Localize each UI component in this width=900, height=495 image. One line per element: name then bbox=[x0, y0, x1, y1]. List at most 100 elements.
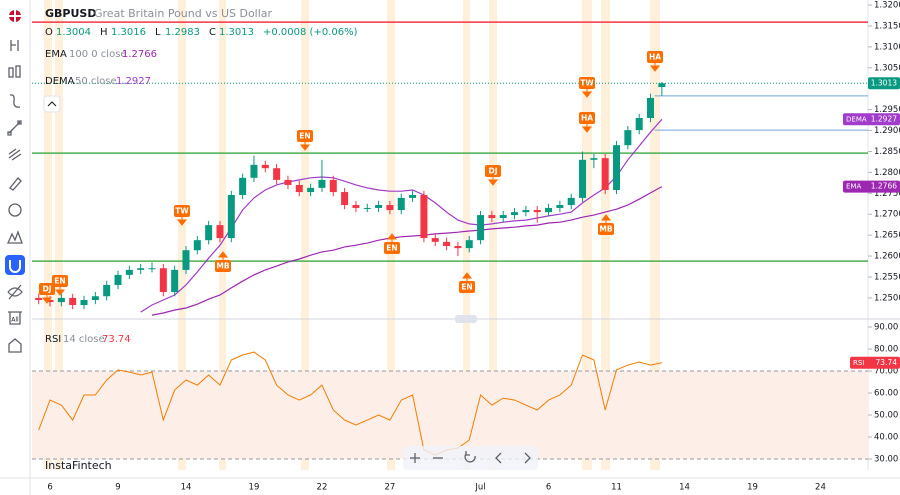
event-label: MB bbox=[216, 262, 229, 271]
tool-fib[interactable] bbox=[8, 148, 22, 161]
indicator-value: 73.74 bbox=[102, 334, 131, 345]
nav-bar bbox=[403, 446, 538, 470]
event-marker bbox=[384, 242, 400, 254]
candle-body bbox=[601, 158, 609, 190]
y-tick-label: 30.00 bbox=[874, 455, 898, 465]
tool-line[interactable] bbox=[7, 120, 22, 136]
event-arrow bbox=[176, 217, 188, 226]
candle-body bbox=[193, 240, 201, 251]
price-tag-value: 73.74 bbox=[876, 358, 898, 367]
collapse-button[interactable] bbox=[43, 95, 61, 113]
candle-body bbox=[556, 205, 564, 208]
tool-trend[interactable] bbox=[10, 40, 19, 51]
event-arrow bbox=[299, 142, 311, 151]
candle-body bbox=[431, 238, 439, 242]
x-tick-label: 14 bbox=[679, 483, 690, 493]
indicator-line bbox=[140, 118, 663, 313]
y-tick-label: 1.3200 bbox=[874, 1, 900, 11]
y-tick-label: 50.00 bbox=[874, 411, 898, 421]
reset[interactable] bbox=[464, 451, 476, 463]
y-tick-label: 60.00 bbox=[874, 389, 898, 399]
price-tag-value: 1.2766 bbox=[871, 182, 897, 191]
x-tick-label: 19 bbox=[249, 483, 260, 493]
indicator-settings: 100 0 close bbox=[69, 49, 127, 60]
y-tick-label: 1.2750 bbox=[874, 189, 900, 199]
y-tick-label: 1.2850 bbox=[874, 147, 900, 157]
under-layer bbox=[0, 0, 900, 479]
candle-body bbox=[91, 296, 99, 301]
scroll-left[interactable] bbox=[495, 452, 502, 464]
event-highlight bbox=[463, 0, 470, 470]
candle-body bbox=[69, 297, 77, 306]
tool-bars-2[interactable] bbox=[15, 65, 21, 78]
event-marker bbox=[39, 283, 55, 295]
symbol-description: Great Britain Pound vs US Dollar bbox=[94, 7, 273, 20]
candle-body bbox=[307, 187, 315, 193]
event-arrow bbox=[649, 63, 661, 72]
y-tick-label: 40.00 bbox=[874, 433, 898, 443]
event-marker bbox=[52, 275, 68, 287]
candle-body bbox=[352, 205, 360, 208]
candle-body bbox=[522, 210, 530, 213]
tool-delete[interactable] bbox=[8, 311, 22, 325]
candle-body bbox=[125, 269, 133, 275]
tool-fx[interactable] bbox=[9, 94, 21, 108]
event-highlight bbox=[301, 0, 309, 470]
tool-bars[interactable] bbox=[8, 67, 14, 78]
event-marker bbox=[485, 165, 501, 177]
price-tag bbox=[843, 180, 900, 193]
change: +0.0008 (+0.06%) bbox=[263, 27, 358, 38]
candle-body bbox=[80, 300, 88, 306]
ohlc-value: 1.2983 bbox=[165, 27, 200, 38]
candle-body bbox=[647, 97, 655, 118]
tool-home[interactable] bbox=[8, 338, 22, 353]
tool-emoji[interactable] bbox=[8, 203, 22, 217]
y-tick-label: 1.2900 bbox=[874, 126, 900, 136]
toolbar: All bbox=[5, 0, 31, 495]
y-tick-label: 90.00 bbox=[874, 323, 898, 333]
candle-body bbox=[227, 194, 235, 239]
ohlc-value: 1.3013 bbox=[219, 27, 254, 38]
candle-body bbox=[613, 145, 621, 190]
y-tick-label: 1.2700 bbox=[874, 210, 900, 220]
indicator-line bbox=[151, 186, 663, 316]
x-tick-label: 11 bbox=[611, 483, 622, 493]
candle-body bbox=[250, 164, 258, 178]
ohlc-label: O bbox=[45, 27, 53, 38]
ohlc-label: C bbox=[209, 27, 216, 38]
ohlc-value: 1.3016 bbox=[111, 27, 146, 38]
indicator-settings: 14 close bbox=[63, 334, 105, 345]
x-tick-label: 9 bbox=[115, 483, 120, 493]
candle-body bbox=[46, 300, 54, 303]
price-tag bbox=[868, 77, 900, 90]
zoom-in[interactable] bbox=[410, 453, 420, 463]
indicator-name: RSI bbox=[45, 334, 61, 345]
scroll-right[interactable] bbox=[524, 452, 531, 464]
x-tick-label: 24 bbox=[815, 483, 826, 493]
candle-body bbox=[465, 240, 473, 249]
price-tag-name: EMA bbox=[846, 183, 861, 191]
event-marker bbox=[459, 281, 475, 293]
event-arrow bbox=[461, 272, 473, 281]
candle-body bbox=[148, 268, 156, 270]
event-arrow bbox=[581, 124, 593, 133]
event-label: HA bbox=[649, 53, 661, 62]
candle-body bbox=[386, 205, 394, 211]
candle-body bbox=[137, 268, 145, 270]
ohlc-label: H bbox=[100, 27, 108, 38]
ohlc-value: 1.3004 bbox=[56, 27, 91, 38]
x-tick-label: Jul bbox=[474, 483, 485, 493]
event-arrow bbox=[54, 287, 66, 296]
candle-body bbox=[103, 284, 111, 297]
price-tag-name: RSI bbox=[853, 359, 864, 367]
tool-brush[interactable] bbox=[9, 177, 22, 191]
candle-body bbox=[590, 158, 598, 160]
candle-body bbox=[579, 159, 587, 198]
candle-body bbox=[511, 212, 519, 216]
y-tick-label: 1.2550 bbox=[874, 272, 900, 282]
tool-hide[interactable] bbox=[7, 284, 23, 300]
event-marker bbox=[215, 260, 231, 272]
tool-pattern[interactable] bbox=[6, 230, 23, 244]
candle-body bbox=[567, 197, 575, 206]
pane-handle bbox=[455, 315, 477, 323]
